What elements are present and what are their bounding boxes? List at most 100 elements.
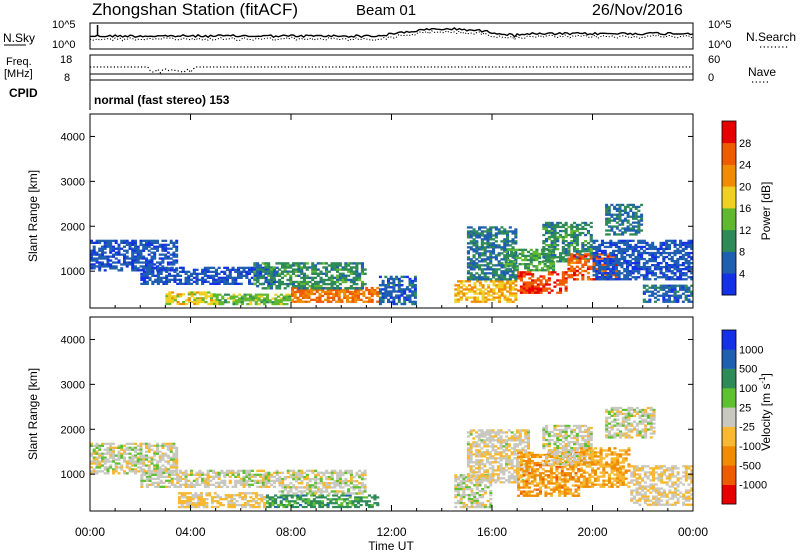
- heatmap-cell: [690, 284, 694, 287]
- heatmap-cell: [327, 484, 331, 487]
- heatmap-cell: [131, 267, 135, 270]
- heatmap-cell: [235, 301, 239, 304]
- heatmap-cell: [491, 431, 495, 434]
- heatmap-cell: [459, 476, 463, 479]
- heatmap-cell: [351, 290, 355, 294]
- heatmap-cell: [154, 266, 158, 269]
- heatmap-cell: [256, 479, 260, 482]
- heatmap-cell: [210, 295, 214, 298]
- heatmap-cell: [311, 262, 315, 265]
- heatmap-cell: [659, 262, 663, 265]
- heatmap-cell: [294, 477, 298, 481]
- heatmap-cell: [156, 475, 160, 478]
- heatmap-cell: [457, 478, 460, 481]
- heatmap-cell: [561, 283, 565, 286]
- heatmap-cell: [478, 280, 482, 283]
- heatmap-cell: [212, 295, 216, 298]
- heatmap-cell: [193, 302, 197, 306]
- heatmap-cell: [489, 230, 493, 233]
- heatmap-cell: [469, 266, 473, 269]
- heatmap-cell: [219, 498, 223, 501]
- heatmap-cell: [454, 478, 458, 481]
- heatmap-cell: [676, 284, 680, 287]
- heatmap-cell: [321, 288, 325, 292]
- heatmap-cell: [690, 262, 694, 265]
- heatmap-cell: [92, 448, 96, 451]
- heatmap-cell: [202, 502, 206, 505]
- heatmap-cell: [147, 243, 151, 246]
- heatmap-cell: [261, 276, 265, 280]
- heatmap-cell: [494, 451, 498, 454]
- heatmap-cell: [238, 496, 242, 499]
- heatmap-cell: [626, 245, 630, 249]
- heatmap-cell: [168, 291, 172, 294]
- heatmap-cell: [529, 248, 533, 251]
- heatmap-cell: [341, 272, 345, 275]
- heatmap-cell: [140, 477, 144, 480]
- heatmap-cell: [131, 261, 135, 264]
- heatmap-cell: [615, 207, 619, 210]
- station-title: Zhongshan Station (fitACF): [92, 0, 298, 19]
- heatmap-cell: [547, 225, 551, 229]
- heatmap-cell: [468, 288, 471, 291]
- heatmap-cell: [153, 245, 157, 248]
- heatmap-cell: [681, 278, 685, 281]
- heatmap-cell: [153, 263, 157, 266]
- heatmap-cell: [303, 490, 307, 493]
- heatmap-cell: [316, 262, 320, 265]
- heatmap-cell: [161, 261, 165, 264]
- heatmap-cell: [248, 471, 252, 474]
- heatmap-cell: [239, 282, 243, 285]
- heatmap-cell: [352, 276, 356, 280]
- heatmap-cell: [665, 245, 669, 249]
- heatmap-cell: [212, 299, 216, 302]
- heatmap-cell: [192, 268, 196, 271]
- heatmap-cell: [312, 502, 316, 505]
- heatmap-cell: [355, 480, 359, 483]
- heatmap-cell: [215, 297, 219, 300]
- heatmap-cell: [162, 282, 166, 285]
- heatmap-cell: [589, 278, 593, 281]
- heatmap-cell: [250, 266, 254, 269]
- heatmap-cell: [598, 278, 602, 281]
- heatmap-cell: [511, 300, 515, 303]
- heatmap-cell: [462, 292, 466, 295]
- heatmap-cell: [151, 274, 155, 277]
- heatmap-cell: [559, 283, 563, 286]
- heatmap-cell: [510, 254, 514, 258]
- heatmap-cell: [289, 473, 293, 477]
- heatmap-cell: [337, 504, 341, 507]
- heatmap-cell: [343, 296, 347, 299]
- heatmap-cell: [289, 278, 293, 282]
- heatmap-cell: [486, 266, 490, 269]
- heatmap-cell: [358, 488, 362, 491]
- heatmap-cell: [98, 267, 102, 270]
- heatmap-cell: [190, 278, 194, 281]
- heatmap-cell: [242, 266, 246, 269]
- heatmap-cell: [314, 282, 318, 286]
- heatmap-cell: [621, 203, 625, 207]
- heatmap-cell: [531, 281, 535, 284]
- heatmap-cell: [220, 471, 224, 474]
- heatmap-cell: [507, 445, 511, 448]
- heatmap-cell: [567, 273, 571, 277]
- heatmap-cell: [556, 237, 560, 241]
- heatmap-cell: [626, 219, 630, 222]
- heatmap-cell: [628, 262, 632, 265]
- heatmap-cell: [653, 268, 657, 271]
- heatmap-cell: [665, 247, 669, 251]
- heatmap-cell: [234, 479, 238, 482]
- heatmap-cell: [299, 292, 303, 296]
- heatmap-cell: [376, 300, 380, 303]
- heatmap-cell: [131, 255, 135, 258]
- heatmap-cell: [581, 246, 585, 249]
- heatmap-cell: [310, 290, 314, 294]
- heatmap-cell: [355, 471, 359, 475]
- heatmap-cell: [95, 257, 99, 260]
- heatmap-cell: [293, 292, 297, 296]
- heatmap-cell: [550, 273, 554, 276]
- heatmap-cell: [282, 505, 286, 509]
- heatmap-cell: [134, 460, 137, 463]
- heatmap-cell: [573, 242, 577, 245]
- heatmap-cell: [637, 221, 641, 224]
